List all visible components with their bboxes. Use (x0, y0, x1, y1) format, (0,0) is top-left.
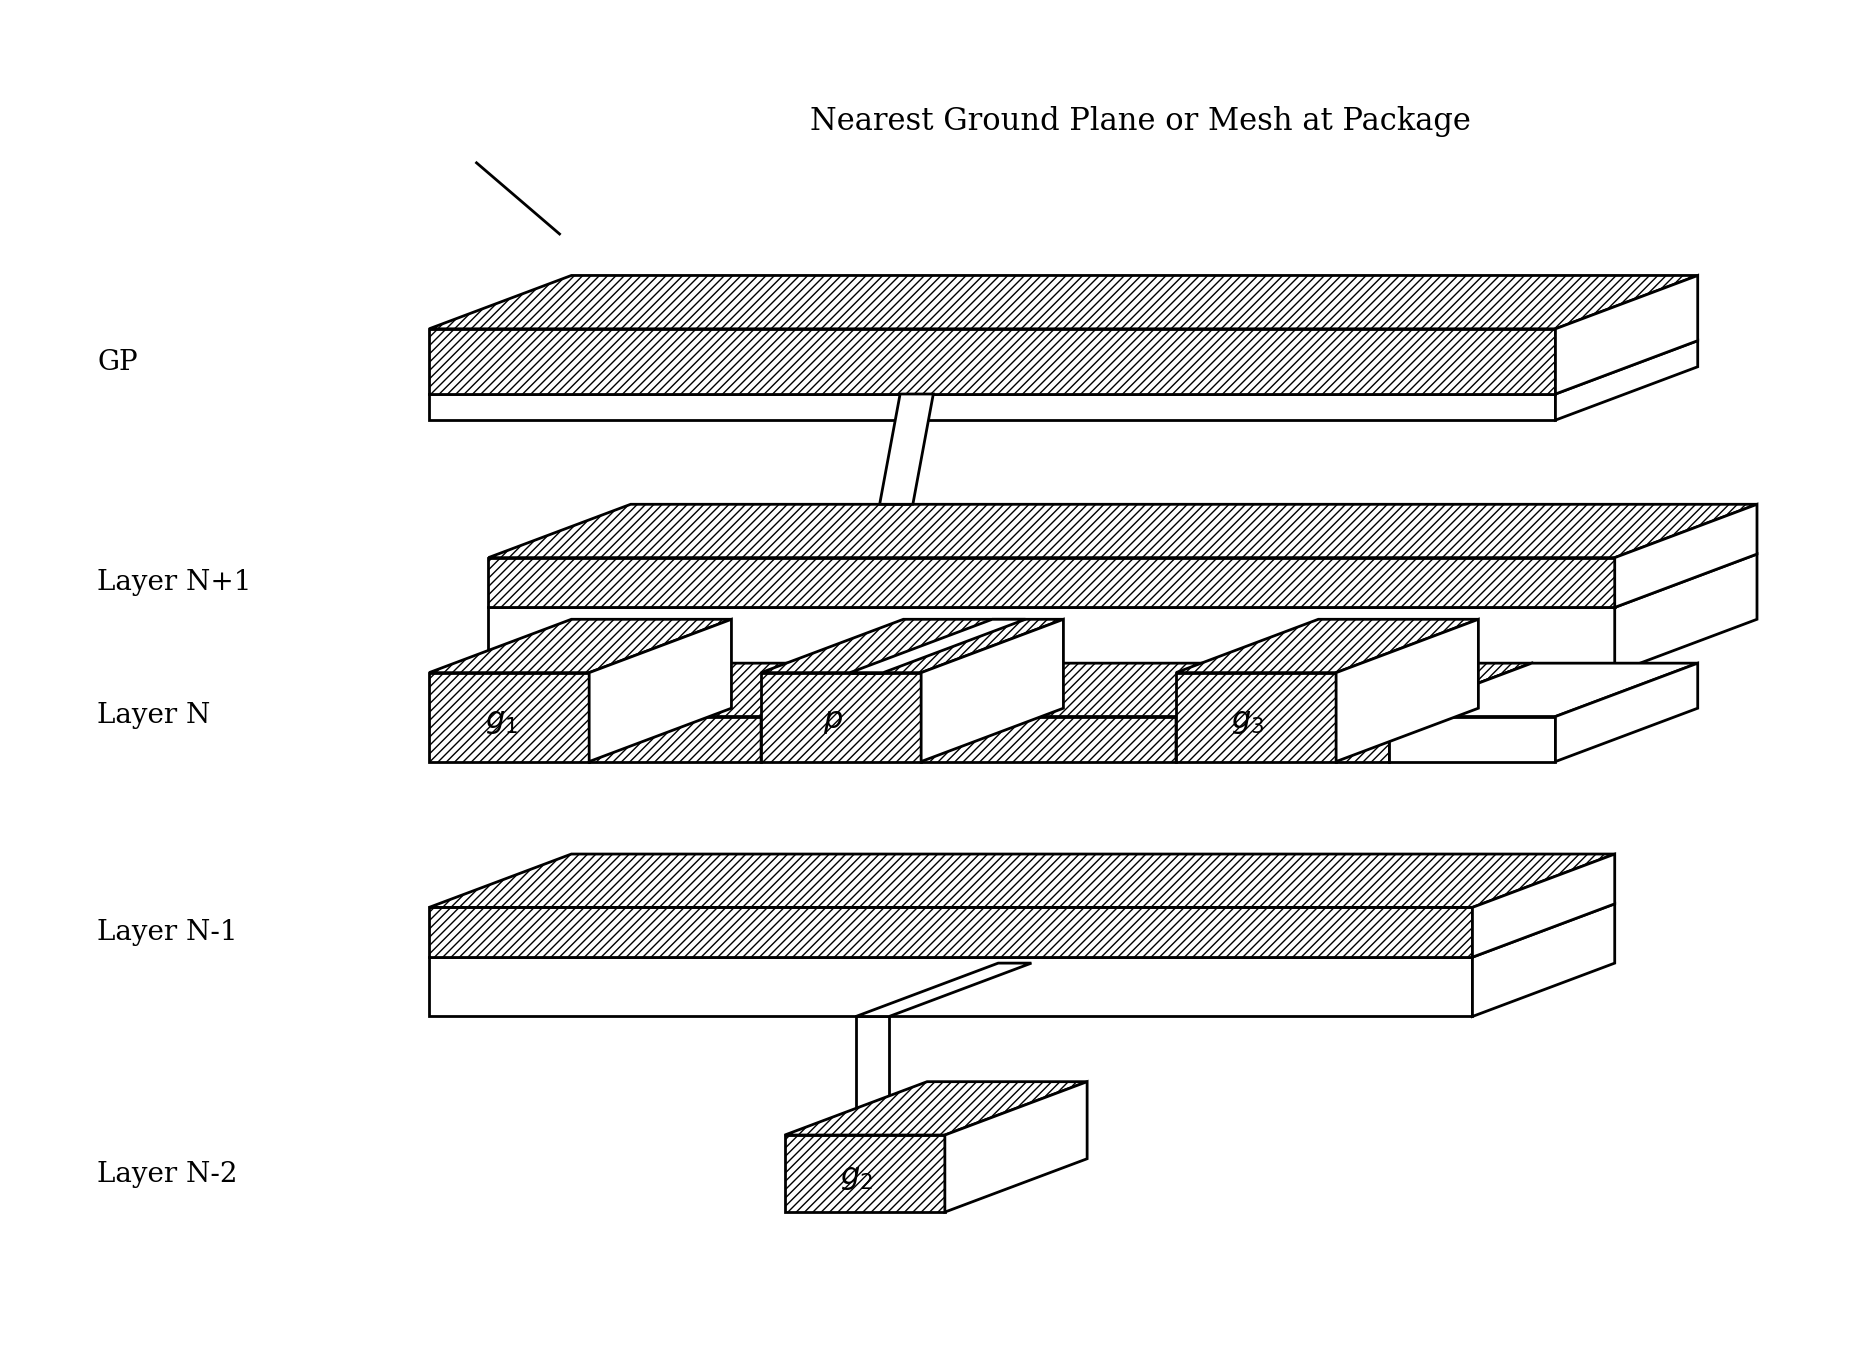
Polygon shape (851, 619, 1026, 672)
Polygon shape (879, 394, 933, 504)
Polygon shape (1336, 716, 1390, 761)
Polygon shape (590, 619, 731, 761)
Polygon shape (429, 854, 1614, 908)
Polygon shape (429, 329, 1556, 394)
Polygon shape (489, 504, 1758, 557)
Polygon shape (1390, 663, 1698, 716)
Polygon shape (429, 908, 1472, 957)
Polygon shape (922, 716, 1176, 761)
Text: $g_3$: $g_3$ (1232, 706, 1265, 737)
Polygon shape (856, 1016, 888, 1135)
Polygon shape (489, 557, 1614, 608)
Text: GP: GP (97, 349, 138, 375)
Polygon shape (429, 672, 590, 761)
Polygon shape (1472, 904, 1614, 1016)
Polygon shape (1614, 554, 1758, 672)
Polygon shape (1336, 663, 1532, 716)
Polygon shape (590, 663, 903, 716)
Text: Layer N-2: Layer N-2 (97, 1161, 237, 1188)
Polygon shape (922, 619, 1064, 761)
Text: Layer N-1: Layer N-1 (97, 919, 237, 946)
Polygon shape (1556, 341, 1698, 420)
Polygon shape (761, 663, 903, 761)
Polygon shape (786, 1082, 1088, 1135)
Text: $p$: $p$ (823, 706, 843, 737)
Polygon shape (1390, 716, 1556, 761)
Polygon shape (429, 275, 1698, 329)
Polygon shape (590, 716, 761, 761)
Polygon shape (1336, 619, 1478, 761)
Polygon shape (1176, 672, 1336, 761)
Polygon shape (944, 1082, 1088, 1212)
Polygon shape (489, 608, 1614, 672)
Polygon shape (856, 964, 1032, 1016)
Text: Layer N+1: Layer N+1 (97, 570, 252, 596)
Polygon shape (1176, 663, 1317, 761)
Polygon shape (922, 663, 1317, 716)
Polygon shape (429, 619, 731, 672)
Polygon shape (1390, 663, 1532, 761)
Polygon shape (1556, 663, 1698, 761)
Polygon shape (786, 1135, 944, 1212)
Polygon shape (1614, 504, 1758, 608)
Polygon shape (1472, 854, 1614, 957)
Polygon shape (761, 619, 1064, 672)
Text: Layer N: Layer N (97, 702, 211, 728)
Text: Nearest Ground Plane or Mesh at Package: Nearest Ground Plane or Mesh at Package (810, 105, 1470, 137)
Polygon shape (429, 394, 1556, 420)
Polygon shape (1176, 619, 1478, 672)
Polygon shape (1556, 275, 1698, 394)
Polygon shape (429, 957, 1472, 1016)
Text: $g_1$: $g_1$ (485, 706, 517, 737)
Text: $g_2$: $g_2$ (840, 1162, 873, 1192)
Polygon shape (761, 672, 922, 761)
